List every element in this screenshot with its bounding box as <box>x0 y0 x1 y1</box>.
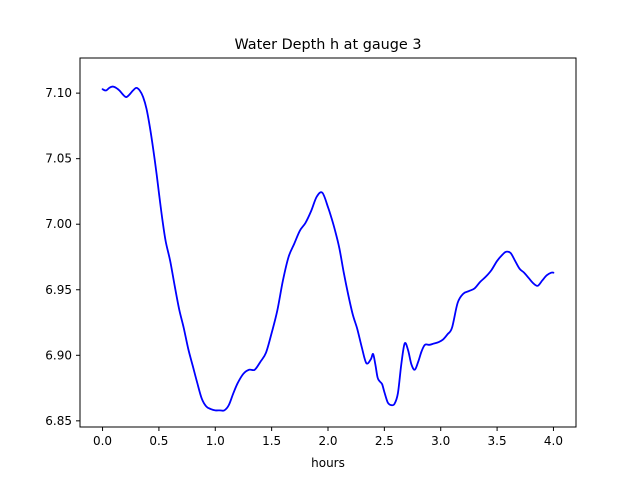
plot-background <box>80 58 576 427</box>
y-tick-label: 6.85 <box>45 414 72 428</box>
x-tick-label: 2.0 <box>318 434 337 448</box>
y-axis-ticks: 6.85 6.90 6.95 7.00 7.05 7.10 <box>45 86 80 428</box>
x-tick-label: 1.0 <box>206 434 225 448</box>
y-tick-label: 6.95 <box>45 283 72 297</box>
x-tick-label: 1.5 <box>262 434 281 448</box>
y-tick-label: 7.10 <box>45 86 72 100</box>
x-axis-label: hours <box>311 456 345 470</box>
x-tick-label: 3.0 <box>431 434 450 448</box>
x-tick-label: 0.0 <box>93 434 112 448</box>
plot-area <box>79 57 577 428</box>
y-tick-label: 7.00 <box>45 217 72 231</box>
chart-title: Water Depth h at gauge 3 <box>234 37 421 53</box>
x-tick-label: 2.5 <box>375 434 394 448</box>
series-layer <box>101 85 555 412</box>
y-tick-label: 7.05 <box>45 152 72 166</box>
series-line-h <box>101 85 555 412</box>
x-tick-label: 4.0 <box>544 434 563 448</box>
x-tick-label: 0.5 <box>149 434 168 448</box>
x-axis-ticks: 0.0 0.5 1.0 1.5 2.0 2.5 3.0 3.5 4.0 <box>93 427 563 448</box>
y-tick-label: 6.90 <box>45 348 72 362</box>
x-tick-label: 3.5 <box>488 434 507 448</box>
